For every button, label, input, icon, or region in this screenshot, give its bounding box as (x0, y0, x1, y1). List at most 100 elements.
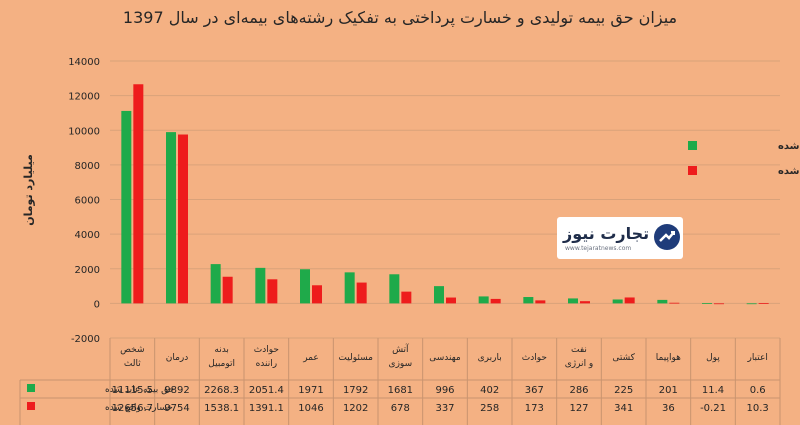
data-label: 1202 (343, 403, 368, 414)
data-label: 402 (480, 385, 499, 396)
table-series-name: حق بیمه عاید شده (105, 385, 174, 395)
bar-premium (657, 299, 668, 304)
data-label: -0.21 (700, 403, 726, 414)
data-label: 201 (659, 385, 678, 396)
category-label: مهندسی (429, 353, 461, 363)
bar-loss (356, 282, 367, 304)
category-label: پول (706, 353, 720, 363)
bar-loss (401, 291, 412, 304)
bar-premium (523, 297, 534, 304)
y-tick-label: 8000 (75, 161, 100, 172)
table-legend-key (27, 384, 35, 392)
bar-loss (133, 84, 144, 304)
data-label: 1792 (343, 385, 368, 396)
data-label: 9754 (164, 403, 189, 414)
data-label: 9892 (164, 385, 189, 396)
chart-title: میزان حق بیمه تولیدی و خسارت پرداختی به … (122, 8, 678, 27)
data-label: 341 (614, 403, 633, 414)
category-label: سوزی (389, 359, 413, 369)
data-label: 225 (614, 385, 633, 396)
y-tick-label: 10000 (68, 126, 100, 137)
category-label: حوادث (254, 345, 279, 355)
bar-premium (612, 299, 623, 304)
bar-loss (222, 276, 233, 304)
bar-loss (669, 302, 680, 304)
bar-loss (758, 303, 769, 304)
tejaratnews-logo-icon (654, 224, 680, 250)
category-label: اتومبیل (208, 359, 235, 369)
bar-premium (121, 110, 132, 304)
category-label: عمر (302, 353, 319, 363)
y-axis-title: میلیارد تومان (22, 154, 35, 226)
data-label: 337 (435, 403, 454, 414)
table-legend-key (27, 402, 35, 410)
data-label: 36 (662, 403, 675, 414)
data-label: 1538.1 (204, 403, 239, 414)
y-tick-label: 4000 (75, 230, 100, 241)
data-label: 678 (391, 403, 410, 414)
data-label: 0.6 (750, 385, 766, 396)
legend-swatch (688, 166, 697, 175)
data-label: 2051.4 (249, 385, 284, 396)
category-label: کشتی (612, 353, 635, 363)
data-label: 367 (525, 385, 544, 396)
data-label: 1046 (298, 403, 323, 414)
bar-loss (624, 297, 635, 304)
category-label: ثالث (124, 359, 141, 369)
data-label: 11115.5 (112, 385, 153, 396)
data-label: 12656.7 (112, 403, 153, 414)
bar-loss (490, 298, 501, 304)
data-label: 173 (525, 403, 544, 414)
watermark-name: تجارت نیوز (563, 224, 650, 243)
bar-loss (267, 279, 278, 304)
y-tick-label: 2000 (75, 265, 100, 276)
category-label: باربری (478, 353, 502, 363)
data-label: 2268.3 (204, 385, 239, 396)
category-label: حوادث (522, 353, 547, 363)
data-label: 258 (480, 403, 499, 414)
data-label: 1391.1 (249, 403, 284, 414)
data-label: 286 (569, 385, 588, 396)
category-label: هواپیما (656, 353, 681, 363)
bar-premium (702, 303, 712, 304)
data-label: 10.3 (747, 403, 769, 414)
bar-premium (746, 303, 757, 305)
bar-loss (714, 303, 724, 305)
bar-loss (178, 134, 188, 304)
data-label: 11.4 (702, 385, 724, 396)
bar-premium (568, 298, 578, 304)
watermark-badge: تجارت نیوز www.tejaratnews.com (557, 217, 683, 259)
bar-premium (300, 269, 310, 304)
legend-label: خسارت واقع شده (778, 166, 800, 177)
bar-premium (434, 286, 444, 304)
data-label: 127 (569, 403, 588, 414)
category-label: نفت (571, 345, 587, 355)
bar-loss (446, 297, 456, 304)
y-tick-label: 6000 (75, 196, 100, 207)
category-label: بدنه (214, 345, 229, 355)
legend-label: حق بیمه عاید شده (778, 141, 800, 152)
bar-loss (535, 300, 546, 304)
category-label: درمان (166, 353, 189, 363)
data-label: 1681 (388, 385, 413, 396)
bar-premium (210, 264, 221, 304)
category-label: راننده (256, 359, 278, 369)
y-tick-label: -2000 (71, 334, 100, 345)
bar-premium (478, 296, 489, 304)
category-label: مسئولیت (338, 353, 373, 363)
bar-premium (166, 132, 176, 304)
bar-premium (389, 274, 400, 304)
data-label: 996 (435, 385, 454, 396)
table-series-name: خسارت واقع شده (105, 403, 173, 413)
bar-premium (344, 272, 355, 304)
data-label: 1971 (298, 385, 323, 396)
y-tick-label: 14000 (68, 57, 100, 68)
bar-loss (580, 301, 590, 304)
y-tick-label: 12000 (68, 92, 100, 103)
y-tick-label: 0 (94, 299, 100, 310)
bar-loss (312, 285, 322, 304)
legend-swatch (688, 141, 697, 150)
category-label: اعتبار (746, 353, 767, 363)
category-label: آتش (392, 343, 409, 355)
